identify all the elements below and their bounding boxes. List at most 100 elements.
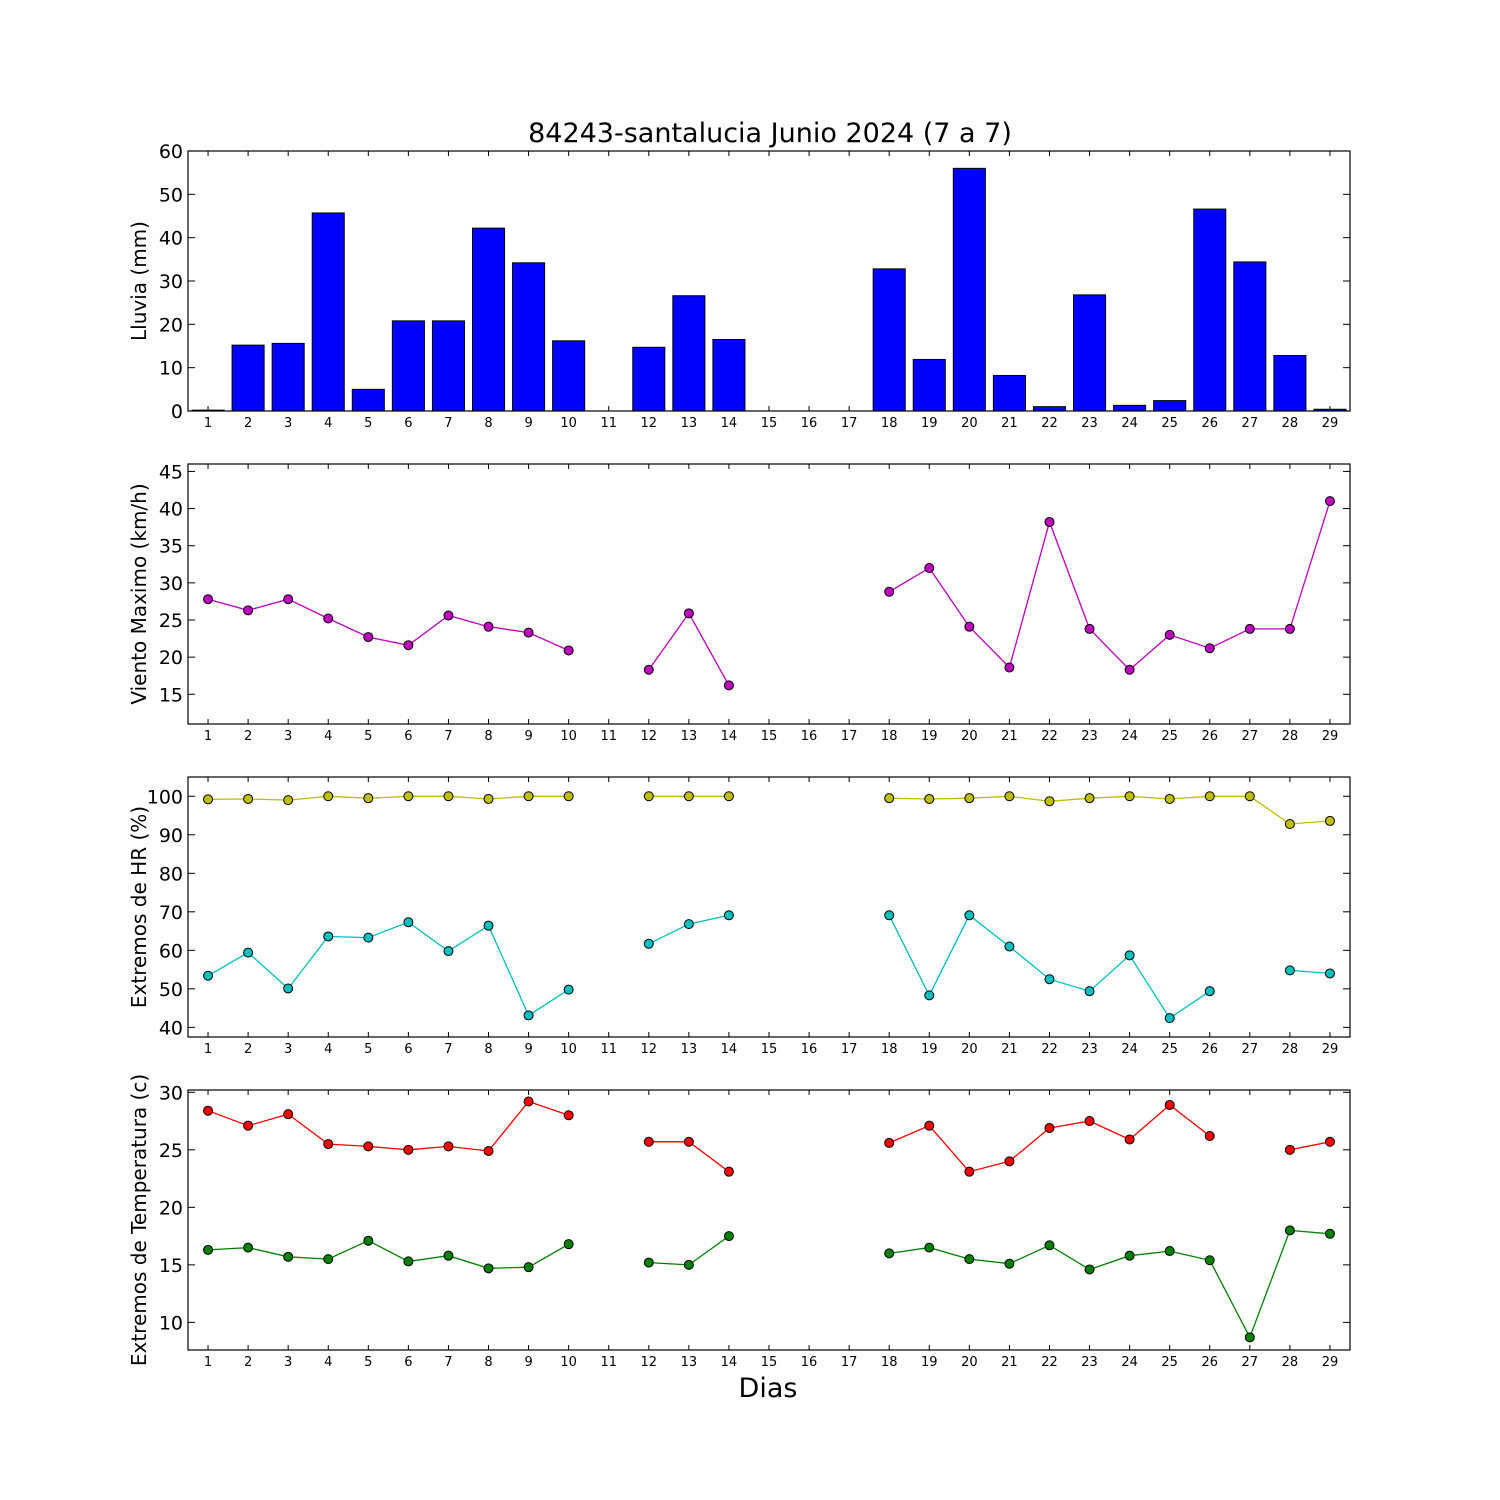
x-tick-label-rain: 3 (284, 416, 292, 431)
humidity-series-0-point (323, 791, 334, 802)
temperature-series-1-point (483, 1263, 494, 1274)
humidity-series-1-point (964, 910, 975, 921)
y-tick-label-wind: 30 (159, 573, 183, 595)
y-tick-label-rain: 10 (159, 358, 183, 380)
x-tick-label-temperature: 3 (284, 1355, 292, 1370)
temperature-series-0-point (443, 1141, 454, 1152)
x-tick-label-rain: 5 (364, 416, 372, 431)
x-tick-label-wind: 14 (721, 729, 738, 744)
humidity-series-1-point (323, 931, 334, 942)
temperature-series-1-point (884, 1248, 895, 1259)
temperature-series-1-point (643, 1257, 654, 1268)
x-tick-label-temperature: 9 (524, 1355, 532, 1370)
x-tick-label-humidity: 23 (1081, 1042, 1098, 1057)
x-tick-label-wind: 4 (324, 729, 332, 744)
humidity-series-0-point (1124, 791, 1135, 802)
temperature-series-0-point (1284, 1144, 1295, 1155)
x-tick-label-wind: 5 (364, 729, 372, 744)
wind-series-0-point (243, 605, 254, 616)
x-tick-label-temperature: 18 (881, 1355, 898, 1370)
humidity-series-0-point (1044, 796, 1055, 807)
humidity-series-0-point (1084, 793, 1095, 804)
temperature-series-0-point (523, 1096, 534, 1107)
humidity-series-0-line (889, 795, 1331, 825)
temperature-series-1-point (1324, 1228, 1335, 1239)
x-tick-label-wind: 3 (284, 729, 292, 744)
x-tick-label-rain: 12 (641, 416, 658, 431)
wind-series-0-point (1124, 664, 1135, 675)
y-axis-label-humidity: Extremos de HR (%) (127, 806, 151, 1008)
x-tick-label-humidity: 26 (1201, 1042, 1218, 1057)
x-tick-label-temperature: 22 (1041, 1355, 1058, 1370)
x-tick-label-temperature: 23 (1081, 1355, 1098, 1370)
x-tick-label-temperature: 19 (921, 1355, 938, 1370)
temperature-series-0-point (1204, 1131, 1215, 1142)
y-tick-label-temperature: 10 (159, 1312, 183, 1334)
humidity-series-0-point (363, 793, 374, 804)
x-tick-label-humidity: 10 (560, 1042, 577, 1057)
x-tick-label-wind: 15 (761, 729, 778, 744)
temperature-series-1-point (723, 1231, 734, 1242)
x-tick-label-wind: 25 (1161, 729, 1178, 744)
wind-series-0-point (443, 610, 454, 621)
temperature-series-1-point (1244, 1332, 1255, 1343)
humidity-series-0-point (443, 791, 454, 802)
wind-series-0-point (283, 594, 294, 605)
x-tick-label-humidity: 21 (1001, 1042, 1018, 1057)
x-tick-label-wind: 11 (600, 729, 617, 744)
x-tick-label-temperature: 27 (1242, 1355, 1259, 1370)
temperature-series-1-point (283, 1251, 294, 1262)
rain-bar (1153, 400, 1187, 412)
x-tick-label-rain: 7 (444, 416, 452, 431)
wind-series-0-point (1284, 623, 1295, 634)
humidity-series-0-point (1244, 791, 1255, 802)
y-tick-label-humidity: 90 (159, 825, 183, 847)
y-tick-label-rain: 50 (159, 184, 183, 206)
y-tick-label-temperature: 30 (159, 1082, 183, 1104)
temperature-series-1-point (443, 1250, 454, 1261)
humidity-series-1-point (1124, 950, 1135, 961)
temperature-series-1-point (1164, 1246, 1175, 1257)
temperature-series-0-point (403, 1144, 414, 1155)
humidity-series-1-point (683, 919, 694, 930)
x-tick-label-humidity: 9 (524, 1042, 532, 1057)
x-tick-label-humidity: 5 (364, 1042, 372, 1057)
x-tick-label-rain: 20 (961, 416, 978, 431)
x-tick-label-wind: 1 (204, 729, 212, 744)
temperature-series-1-point (683, 1259, 694, 1270)
x-tick-label-humidity: 24 (1121, 1042, 1138, 1057)
temperature-series-1-point (1084, 1264, 1095, 1275)
x-tick-label-temperature: 24 (1121, 1355, 1138, 1370)
x-tick-label-temperature: 7 (444, 1355, 452, 1370)
x-tick-label-rain: 19 (921, 416, 938, 431)
chart-title: 84243-santalucia Junio 2024 (7 a 7) (528, 118, 1012, 149)
x-tick-label-humidity: 22 (1041, 1042, 1058, 1057)
x-tick-label-rain: 16 (801, 416, 818, 431)
x-tick-label-humidity: 25 (1161, 1042, 1178, 1057)
humidity-series-0-line (207, 795, 569, 801)
x-tick-label-rain: 18 (881, 416, 898, 431)
humidity-series-1-point (924, 990, 935, 1001)
y-tick-label-rain: 30 (159, 271, 183, 293)
x-tick-label-humidity: 2 (244, 1042, 252, 1057)
humidity-series-1-point (1324, 968, 1335, 979)
humidity-series-1-line (1289, 969, 1331, 975)
y-tick-label-wind: 25 (159, 610, 183, 632)
temperature-series-0-point (1084, 1116, 1095, 1127)
temperature-series-1-point (403, 1256, 414, 1267)
y-tick-label-wind: 20 (159, 647, 183, 669)
wind-series-0-point (523, 627, 534, 638)
x-tick-label-humidity: 16 (801, 1042, 818, 1057)
y-tick-label-humidity: 60 (159, 940, 183, 962)
x-tick-label-wind: 27 (1242, 729, 1259, 744)
rain-bar (552, 340, 586, 412)
x-tick-label-rain: 11 (600, 416, 617, 431)
humidity-series-1-line (207, 921, 570, 1017)
rain-bar (1073, 294, 1107, 412)
humidity-series-0-point (1204, 791, 1215, 802)
temperature-series-0-point (1004, 1156, 1015, 1167)
x-tick-label-temperature: 20 (961, 1355, 978, 1370)
